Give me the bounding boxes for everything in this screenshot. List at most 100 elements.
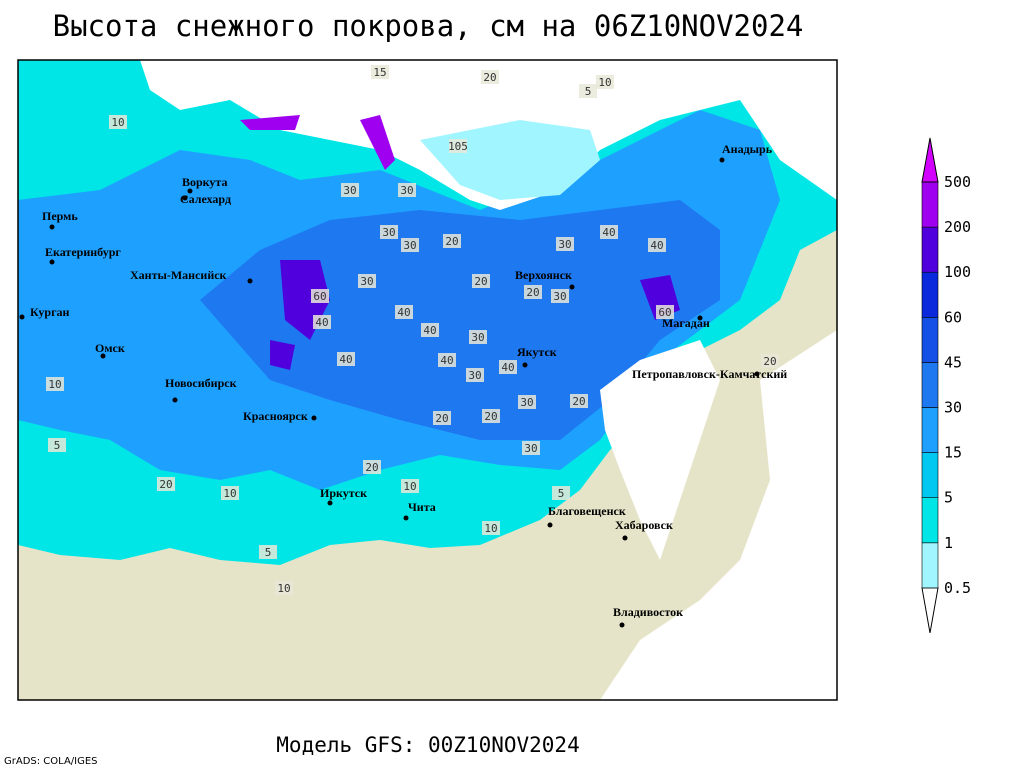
city-dot	[754, 371, 760, 377]
city-label: Курган	[30, 305, 70, 319]
city-dot	[697, 315, 703, 321]
contour-label: 30	[553, 290, 566, 303]
city-label: Омск	[95, 341, 125, 355]
city-label: Магадан	[662, 316, 710, 330]
contour-label-box	[433, 411, 451, 425]
contour-label-box	[358, 274, 376, 288]
contour-label: 10	[403, 480, 416, 493]
map: Воркута Салехард Пермь Екатеринбург Ханты-Ма…	[17, 59, 838, 701]
contour-label-box	[46, 377, 64, 391]
colorbar-segment	[921, 362, 939, 408]
contour-label-box	[466, 368, 484, 382]
contour-label-box	[48, 438, 66, 452]
colorbar-top	[921, 137, 939, 183]
contour-label-box	[401, 238, 419, 252]
colorbar-label: 200	[944, 218, 971, 236]
contour-label-box	[648, 238, 666, 252]
colorbar-label: 1	[944, 534, 953, 552]
contour-label: 20	[484, 410, 497, 423]
contour-label: 40	[423, 324, 436, 337]
contour-label: 30	[471, 331, 484, 344]
contour-label: 20	[445, 235, 458, 248]
contour-label: 5	[585, 85, 592, 98]
contour-label-box	[551, 289, 569, 303]
city-dot	[622, 535, 628, 541]
colorbar-label: 500	[944, 173, 971, 191]
contour-label: 20	[526, 286, 539, 299]
contour-label: 20	[572, 395, 585, 408]
city-dot	[719, 157, 725, 163]
city-dot	[182, 195, 188, 201]
city-label: Анадырь	[722, 142, 773, 156]
contour-label: 40	[397, 306, 410, 319]
city-label: Благовещенск	[548, 504, 626, 518]
credit: GrADS: COLA/IGES	[4, 756, 98, 767]
contour-label: 20	[763, 355, 776, 368]
contour-label: 40	[501, 361, 514, 374]
city-dot	[187, 188, 193, 194]
contour-label-box	[656, 305, 674, 319]
colorbar-segment	[921, 407, 939, 453]
contour-label: 20	[483, 71, 496, 84]
snow-deepest	[270, 260, 680, 370]
contour-label: 10	[223, 487, 236, 500]
contour-label-box	[259, 545, 277, 559]
contour-label: 40	[650, 239, 663, 252]
city-label: Новосибирск	[165, 376, 237, 390]
contour-label-box	[421, 323, 439, 337]
novaya-zemlya	[240, 115, 395, 170]
contour-label-box	[522, 441, 540, 455]
contour-label: 10	[598, 76, 611, 89]
colorbar-label: 15	[944, 444, 962, 462]
city-dot	[49, 224, 55, 230]
contour-label-box	[761, 354, 779, 368]
contour-label: 30	[400, 184, 413, 197]
contour-label: 15	[373, 66, 386, 79]
city-dot	[327, 500, 333, 506]
pacific-ocean	[600, 330, 837, 700]
contour-label-box	[472, 274, 490, 288]
contour-label: 30	[343, 184, 356, 197]
contour-label-box	[579, 84, 597, 98]
city-label: Чита	[408, 500, 436, 514]
contour-label: 30	[520, 396, 533, 409]
city-dot	[19, 314, 25, 320]
contour-label-box	[401, 479, 419, 493]
contour-label-box	[363, 460, 381, 474]
colorbar-bottom	[921, 587, 939, 633]
contour-label-box	[109, 115, 127, 129]
contour-label-box	[481, 70, 499, 84]
contour-label: 40	[602, 226, 615, 239]
contour-label-box	[398, 183, 416, 197]
contour-label: 30	[558, 238, 571, 251]
city-label: Якутск	[517, 345, 557, 359]
contour-label-box	[469, 330, 487, 344]
colorbar-segment	[921, 181, 939, 228]
contour-label: 20	[474, 275, 487, 288]
contour-label: 5	[265, 546, 272, 559]
contour-label-box	[371, 65, 389, 79]
city-dot	[311, 415, 317, 421]
colorbar-label: 0.5	[944, 579, 971, 597]
contour-label: 30	[524, 442, 537, 455]
city-dot	[172, 397, 178, 403]
city-label: Хабаровск	[615, 518, 673, 532]
contour-label-box	[518, 395, 536, 409]
contour-label-box	[157, 477, 175, 491]
model-label: Модель GFS: 00Z10NOV2024	[276, 733, 579, 757]
colorbar-segment	[921, 316, 939, 363]
city-dot	[403, 515, 409, 521]
contour-label: 30	[382, 226, 395, 239]
contour-label: 10	[277, 582, 290, 595]
colorbar-segment	[921, 497, 939, 544]
contour-label: 10	[484, 522, 497, 535]
title: Высота снежного покрова, см на 06Z10NOV2…	[53, 9, 804, 43]
city-label: Ханты-Мансийск	[130, 268, 227, 282]
contour-label: 10	[48, 378, 61, 391]
city-label: Петропавловск-Камчатский	[632, 367, 787, 381]
city-label: Пермь	[42, 209, 78, 223]
contour-label-box	[596, 75, 614, 89]
contour-label-box	[499, 360, 517, 374]
